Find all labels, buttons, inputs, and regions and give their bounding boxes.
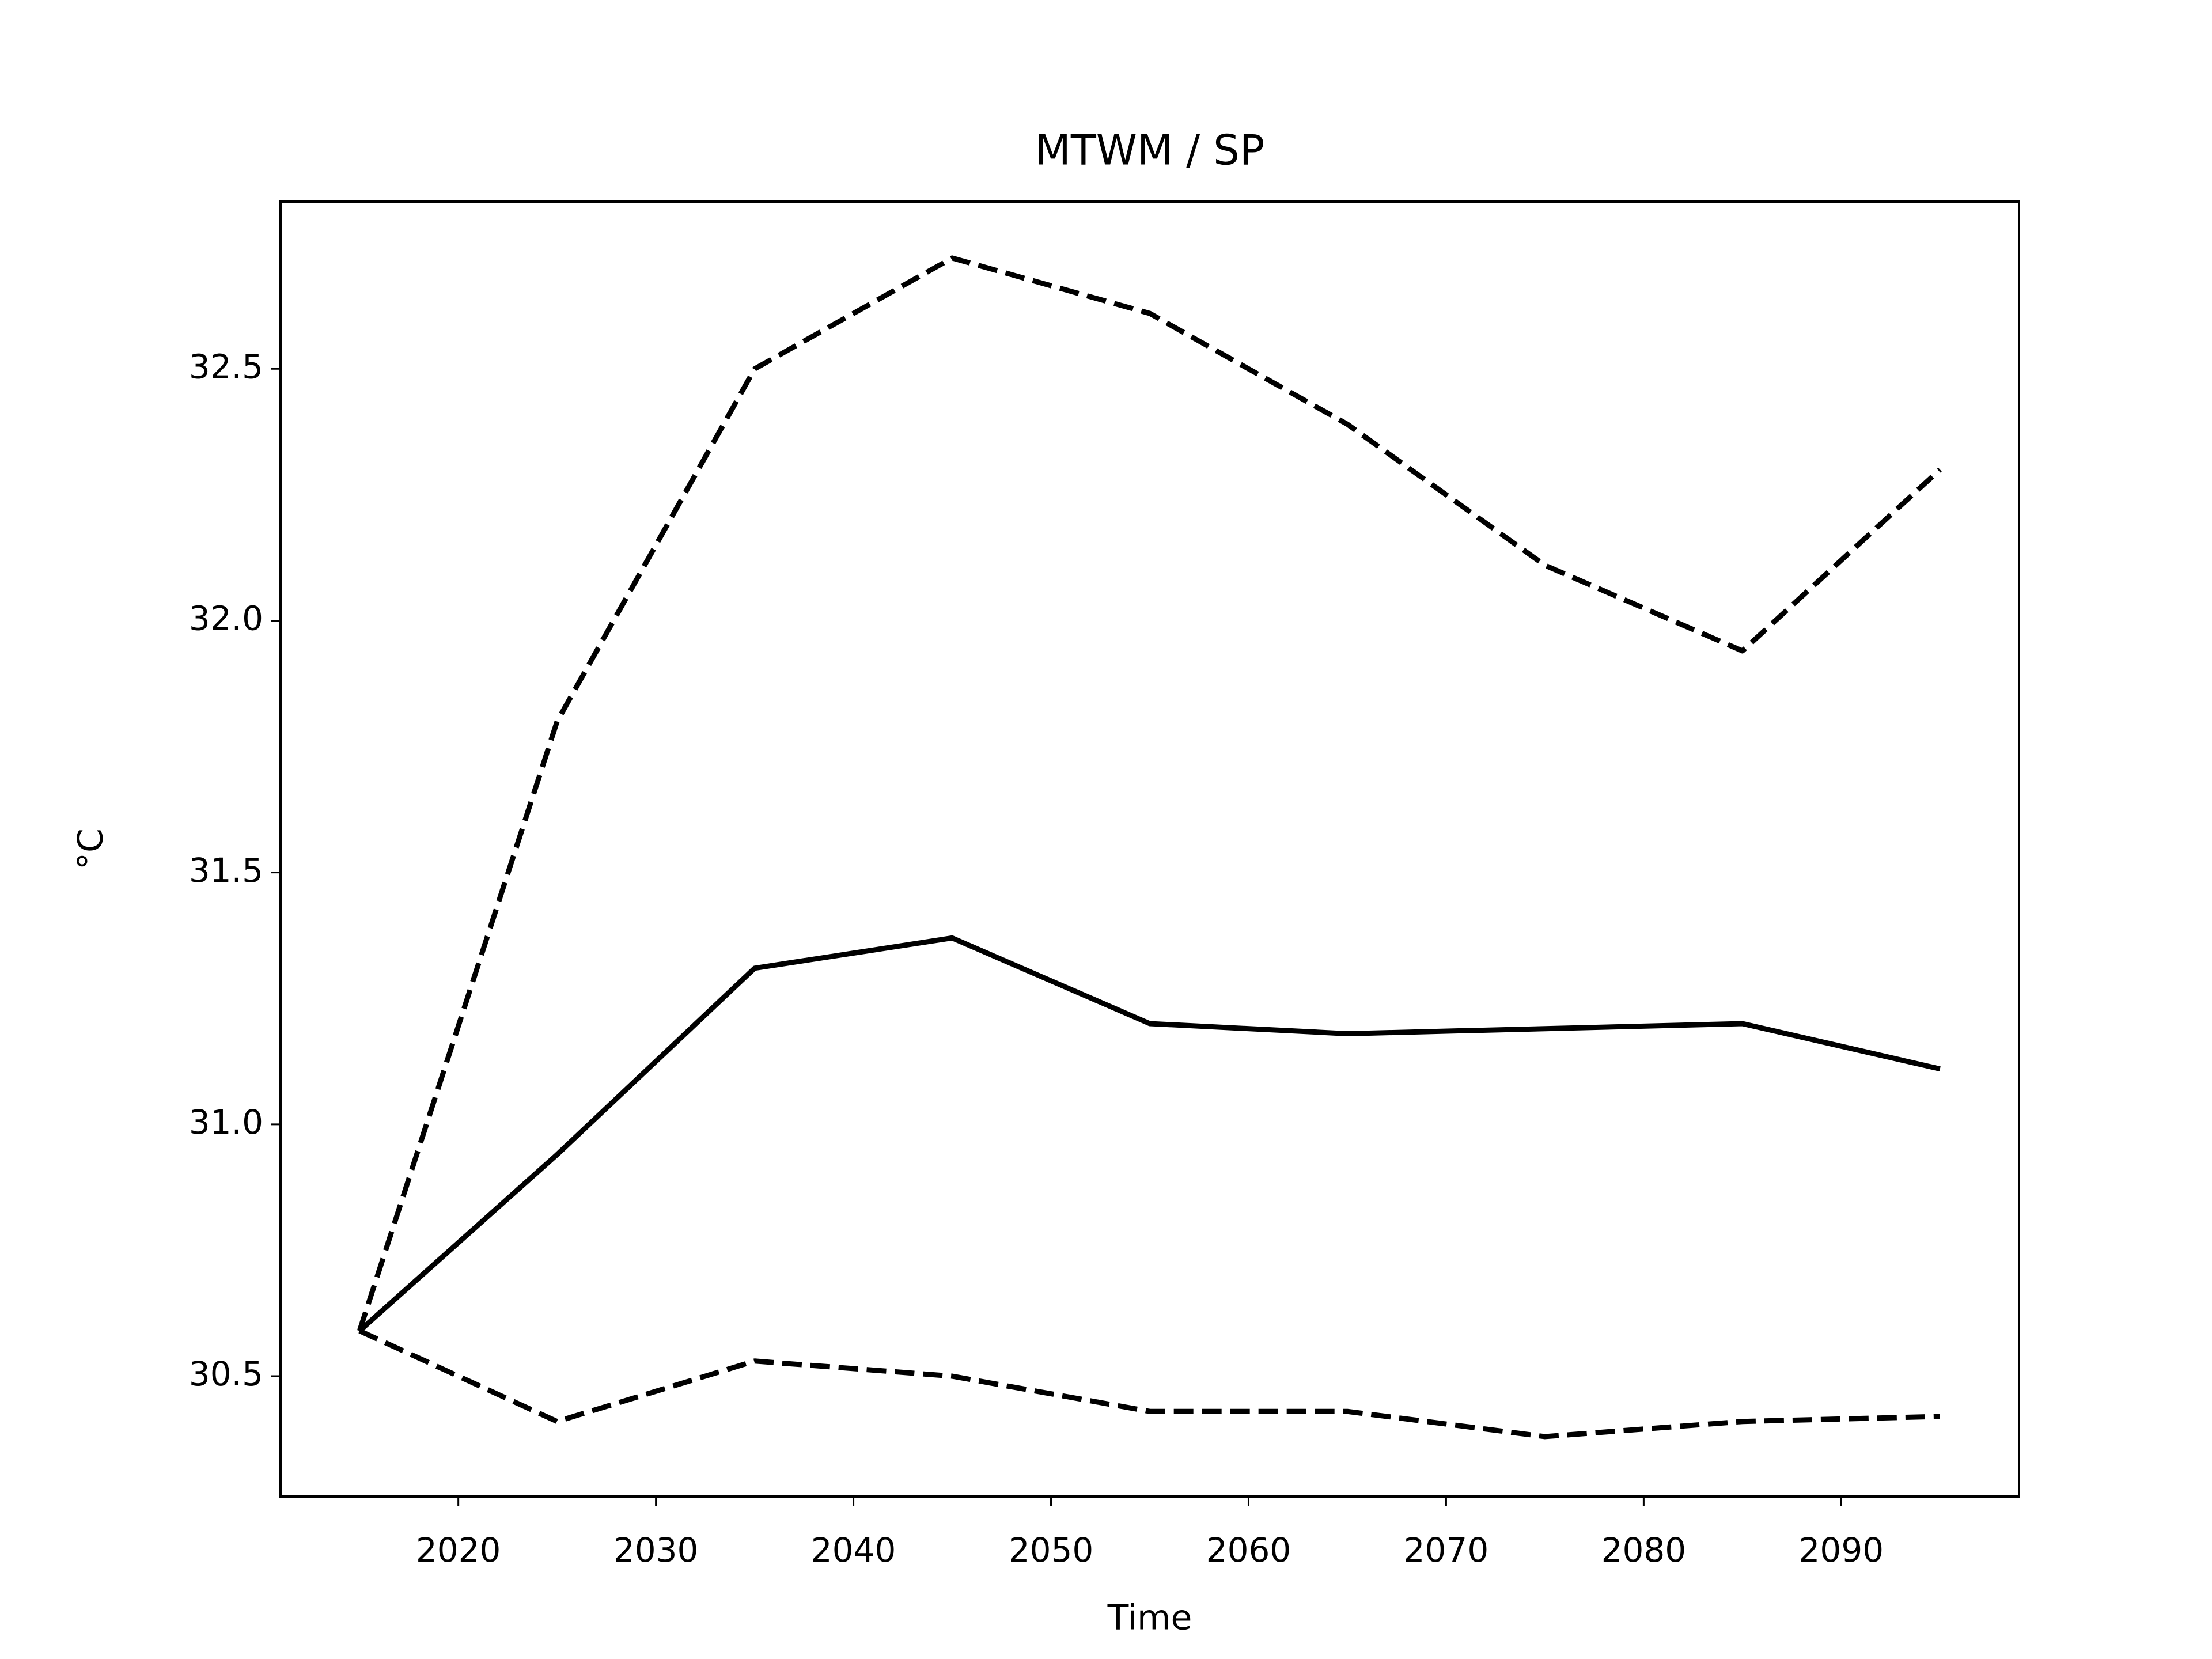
- chart-title: MTWM / SP: [1035, 126, 1265, 175]
- x-tick-label: 2020: [416, 1531, 501, 1570]
- x-tick-label: 2070: [1404, 1531, 1489, 1570]
- x-tick-label: 2030: [613, 1531, 699, 1570]
- y-axis-label: °C: [71, 828, 111, 870]
- plot-frame: [279, 200, 2020, 1498]
- y-tick-label: 32.0: [189, 599, 263, 638]
- x-tick-label: 2040: [811, 1531, 896, 1570]
- y-tick-label: 32.5: [189, 347, 263, 386]
- x-tick-label: 2060: [1206, 1531, 1291, 1570]
- x-tick-label: 2050: [1009, 1531, 1094, 1570]
- x-tick-label: 2090: [1799, 1531, 1884, 1570]
- x-axis-label: Time: [1107, 1598, 1192, 1638]
- y-tick-label: 30.5: [189, 1354, 263, 1393]
- y-tick-label: 31.5: [189, 851, 263, 890]
- line-series: [357, 255, 1942, 1332]
- y-tick-label: 31.0: [189, 1103, 263, 1142]
- x-tick-label: 2080: [1601, 1531, 1687, 1570]
- line-series: [358, 935, 1941, 1333]
- line-series: [358, 1328, 1940, 1440]
